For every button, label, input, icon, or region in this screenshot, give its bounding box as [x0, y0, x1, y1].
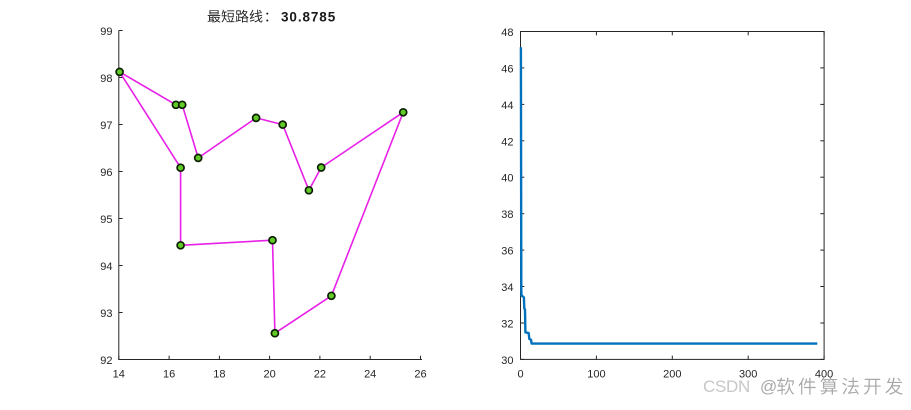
svg-text:99: 99: [100, 26, 112, 38]
svg-text:36: 36: [501, 246, 513, 258]
svg-text:14: 14: [113, 369, 125, 381]
svg-text:94: 94: [100, 261, 112, 273]
svg-text:0: 0: [517, 369, 523, 381]
svg-text:300: 300: [739, 369, 757, 381]
svg-text:18: 18: [213, 369, 225, 381]
svg-text:22: 22: [314, 369, 326, 381]
svg-text:38: 38: [501, 209, 513, 221]
svg-text:92: 92: [100, 355, 112, 367]
svg-text:93: 93: [100, 308, 112, 320]
svg-text:97: 97: [100, 120, 112, 132]
svg-text:30: 30: [501, 355, 513, 367]
svg-text:200: 200: [663, 369, 681, 381]
svg-text:40: 40: [501, 173, 513, 185]
svg-text:16: 16: [163, 369, 175, 381]
svg-text:CSDN: CSDN: [703, 377, 750, 396]
svg-text:20: 20: [263, 369, 275, 381]
svg-text:95: 95: [100, 214, 112, 226]
svg-text:34: 34: [501, 282, 513, 294]
svg-text:@: @: [760, 377, 777, 396]
svg-text:24: 24: [364, 369, 376, 381]
svg-text:42: 42: [501, 136, 513, 148]
svg-text:96: 96: [100, 167, 112, 179]
svg-text:30.8785: 30.8785: [281, 10, 336, 25]
svg-text:26: 26: [414, 369, 426, 381]
svg-text:44: 44: [501, 100, 513, 112]
svg-text:32: 32: [501, 319, 513, 331]
svg-text:48: 48: [501, 27, 513, 39]
svg-text:46: 46: [501, 63, 513, 75]
svg-text:100: 100: [587, 369, 605, 381]
svg-text:98: 98: [100, 73, 112, 85]
svg-text:400: 400: [815, 369, 833, 381]
